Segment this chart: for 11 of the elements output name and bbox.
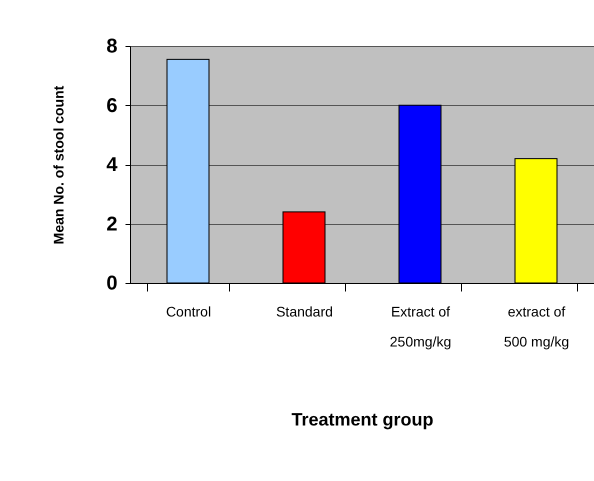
x-tick-label: Control <box>166 304 212 320</box>
y-tick-label: 8 <box>106 36 118 58</box>
y-axis-title: Mean No. of stool count <box>50 85 66 244</box>
x-axis-title: Treatment group <box>291 410 434 430</box>
x-tick-label: Standard <box>276 304 333 320</box>
x-tick-label: extract of 500 mg/kg <box>504 304 570 350</box>
y-tick-label: 4 <box>106 154 118 176</box>
y-tick-label: 2 <box>106 213 118 236</box>
y-tick-label: 6 <box>106 94 118 117</box>
x-tick-label: Extract of 250mg/kg <box>390 304 452 350</box>
y-tick-label: 0 <box>106 272 118 294</box>
